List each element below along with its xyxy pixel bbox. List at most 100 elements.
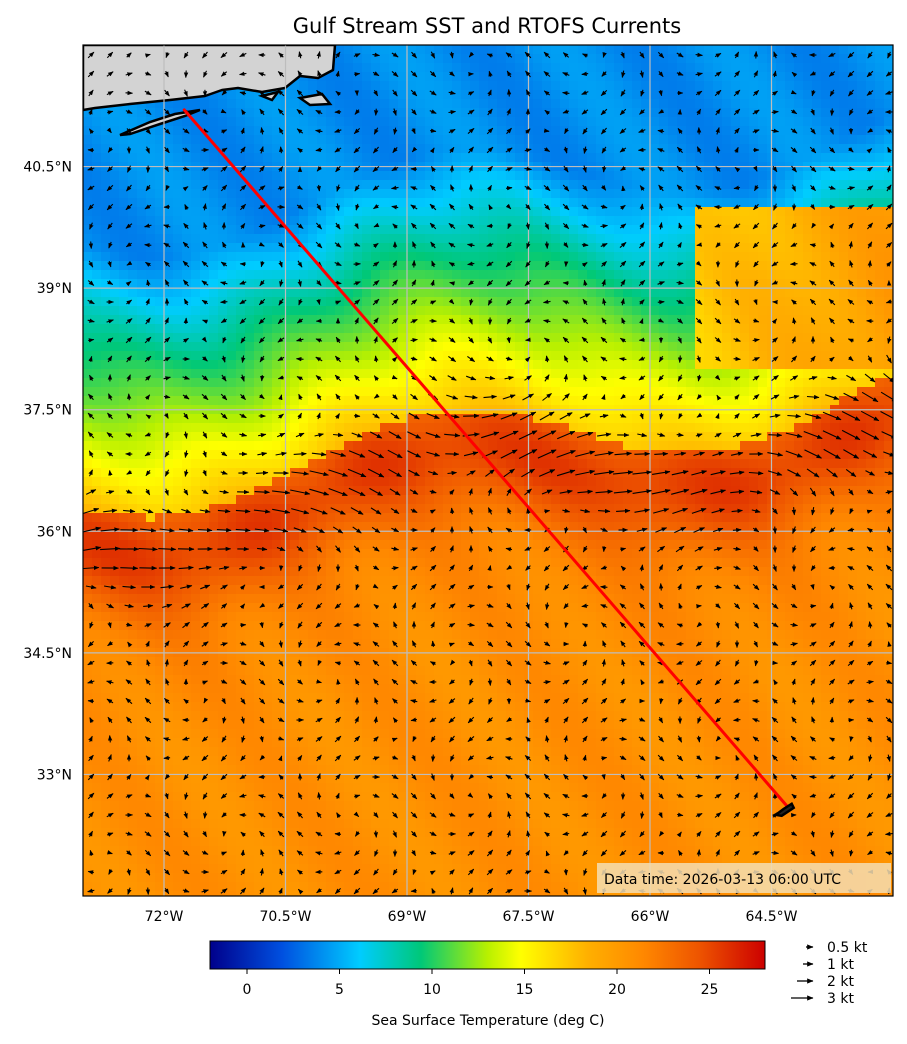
current-arrow xyxy=(676,71,684,76)
current-arrow xyxy=(621,70,626,78)
current-arrow xyxy=(411,222,417,230)
current-arrow xyxy=(392,337,398,343)
current-arrow xyxy=(602,52,607,58)
current-arrow xyxy=(239,165,247,173)
current-arrow xyxy=(126,184,132,192)
current-arrow xyxy=(695,260,702,267)
current-arrow xyxy=(239,52,247,58)
current-arrow xyxy=(410,299,418,305)
lon-tick-label: 70.5°W xyxy=(259,909,311,925)
current-arrow xyxy=(620,89,626,97)
current-arrow xyxy=(544,241,550,249)
current-arrow xyxy=(354,317,359,325)
current-arrow xyxy=(106,203,114,211)
current-arrow xyxy=(867,337,873,343)
current-arrow xyxy=(353,146,361,154)
current-arrow xyxy=(278,52,284,58)
current-arrow xyxy=(621,185,626,192)
current-arrow xyxy=(392,147,398,154)
current-arrow xyxy=(506,70,512,78)
map-panel[interactable]: Data time: 2026-03-13 06:00 UTC xyxy=(81,44,897,901)
current-arrow xyxy=(372,298,380,306)
current-arrow xyxy=(810,317,816,325)
current-arrow xyxy=(658,70,664,78)
current-arrow xyxy=(601,261,607,267)
current-arrow xyxy=(563,146,568,154)
current-arrow xyxy=(315,147,323,152)
current-arrow xyxy=(639,299,645,305)
current-arrow xyxy=(581,53,588,58)
current-arrow xyxy=(524,375,532,381)
current-arrow xyxy=(791,223,797,230)
current-arrow xyxy=(714,89,722,97)
current-arrow xyxy=(316,166,323,172)
current-arrow xyxy=(525,128,531,134)
current-arrow xyxy=(182,166,190,171)
current-arrow xyxy=(885,242,893,248)
current-arrow xyxy=(525,337,531,342)
current-arrow xyxy=(658,241,664,249)
current-arrow xyxy=(601,279,606,287)
current-arrow xyxy=(866,109,874,115)
current-arrow xyxy=(657,166,665,172)
current-arrow xyxy=(220,261,228,267)
current-arrow xyxy=(524,279,532,287)
current-arrow xyxy=(429,203,437,211)
current-arrow xyxy=(106,319,114,324)
current-arrow xyxy=(106,71,114,77)
current-arrow xyxy=(354,109,360,115)
speed-legend-label: 3 kt xyxy=(827,991,854,1007)
current-arrow xyxy=(334,832,342,837)
current-arrow xyxy=(734,70,740,78)
current-arrow xyxy=(791,336,796,344)
current-arrow xyxy=(619,260,627,268)
current-arrow xyxy=(88,203,94,211)
current-arrow xyxy=(163,242,171,248)
current-arrow xyxy=(563,373,569,382)
current-arrow xyxy=(677,146,683,154)
current-arrow xyxy=(754,185,759,192)
lat-tick-label: 37.5°N xyxy=(23,403,72,419)
current-arrow xyxy=(430,166,436,172)
current-arrow xyxy=(772,526,778,534)
current-arrow xyxy=(107,147,114,153)
current-arrow xyxy=(486,127,494,135)
current-arrow xyxy=(639,318,644,325)
current-arrow xyxy=(543,184,551,192)
current-arrow xyxy=(88,128,95,135)
current-arrow xyxy=(543,166,551,172)
current-arrow xyxy=(335,90,342,97)
current-arrow xyxy=(144,71,152,76)
map-body xyxy=(83,45,893,896)
speed-legend: 0.5 kt1 kt2 kt3 kt xyxy=(791,940,868,1007)
current-arrow xyxy=(164,317,169,325)
current-arrow xyxy=(885,90,893,95)
current-arrow xyxy=(582,165,587,173)
current-arrow xyxy=(847,318,855,324)
current-arrow xyxy=(581,109,589,115)
current-arrow xyxy=(317,70,322,78)
current-arrow xyxy=(258,224,266,229)
current-arrow xyxy=(467,127,475,135)
current-arrow xyxy=(448,128,456,134)
current-arrow xyxy=(828,223,835,230)
current-arrow xyxy=(240,127,245,135)
current-arrow xyxy=(543,203,551,211)
current-arrow xyxy=(752,109,760,115)
current-arrow xyxy=(315,356,323,362)
current-arrow xyxy=(772,90,778,96)
current-arrow xyxy=(87,166,95,171)
current-arrow xyxy=(677,355,683,364)
current-arrow xyxy=(392,260,398,268)
current-arrow xyxy=(220,318,227,324)
current-arrow xyxy=(619,337,627,343)
current-arrow xyxy=(316,299,321,306)
current-arrow xyxy=(126,260,133,266)
current-arrow xyxy=(277,317,285,325)
current-arrow xyxy=(279,146,284,154)
current-arrow xyxy=(486,242,494,247)
current-arrow xyxy=(335,70,340,77)
current-arrow xyxy=(791,109,798,115)
current-arrow xyxy=(562,336,570,344)
